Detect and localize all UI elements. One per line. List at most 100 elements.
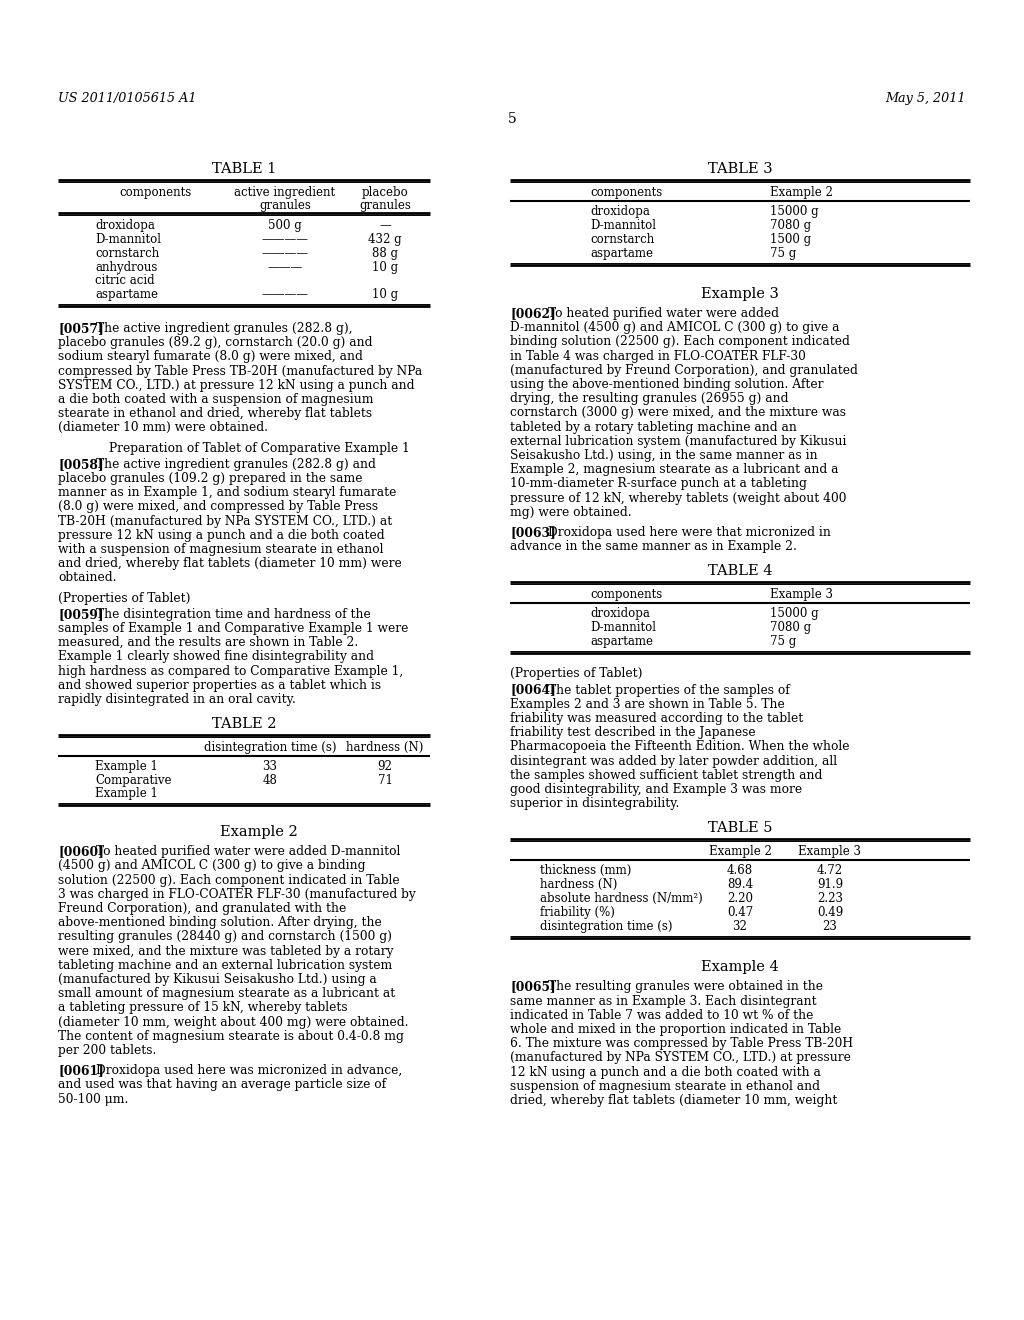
- Text: friability test described in the Japanese: friability test described in the Japanes…: [510, 726, 756, 739]
- Text: The tablet properties of the samples of: The tablet properties of the samples of: [548, 684, 794, 697]
- Text: 4.72: 4.72: [817, 865, 843, 878]
- Text: absolute hardness (N/mm²): absolute hardness (N/mm²): [540, 892, 702, 906]
- Text: granules: granules: [359, 199, 411, 213]
- Text: components: components: [590, 589, 663, 602]
- Text: 7080 g: 7080 g: [770, 219, 811, 232]
- Text: Examples 2 and 3 are shown in Table 5. The: Examples 2 and 3 are shown in Table 5. T…: [510, 698, 784, 710]
- Text: thickness (mm): thickness (mm): [540, 865, 632, 878]
- Text: The resulting granules were obtained in the: The resulting granules were obtained in …: [548, 981, 826, 994]
- Text: disintegration time (s): disintegration time (s): [540, 920, 673, 933]
- Text: cornstarch: cornstarch: [590, 234, 654, 246]
- Text: Seisakusho Ltd.) using, in the same manner as in: Seisakusho Ltd.) using, in the same mann…: [510, 449, 817, 462]
- Text: hardness (N): hardness (N): [540, 878, 617, 891]
- Text: 75 g: 75 g: [770, 247, 797, 260]
- Text: aspartame: aspartame: [590, 635, 653, 648]
- Text: 12 kN using a punch and a die both coated with a: 12 kN using a punch and a die both coate…: [510, 1065, 821, 1078]
- Text: Droxidopa used here were that micronized in: Droxidopa used here were that micronized…: [548, 525, 835, 539]
- Text: mg) were obtained.: mg) were obtained.: [510, 506, 632, 519]
- Text: droxidopa: droxidopa: [590, 205, 650, 218]
- Text: Example 1: Example 1: [95, 787, 158, 800]
- Text: droxidopa: droxidopa: [590, 607, 650, 620]
- Text: TABLE 4: TABLE 4: [708, 565, 772, 578]
- Text: binding solution (22500 g). Each component indicated: binding solution (22500 g). Each compone…: [510, 335, 850, 348]
- Text: SYSTEM CO., LTD.) at pressure 12 kN using a punch and: SYSTEM CO., LTD.) at pressure 12 kN usin…: [58, 379, 415, 392]
- Text: D-mannitol: D-mannitol: [590, 219, 656, 232]
- Text: were mixed, and the mixture was tableted by a rotary: were mixed, and the mixture was tableted…: [58, 945, 393, 957]
- Text: (8.0 g) were mixed, and compressed by Table Press: (8.0 g) were mixed, and compressed by Ta…: [58, 500, 378, 513]
- Text: (manufactured by NPa SYSTEM CO., LTD.) at pressure: (manufactured by NPa SYSTEM CO., LTD.) a…: [510, 1052, 851, 1064]
- Text: [0064]: [0064]: [510, 684, 556, 697]
- Text: obtained.: obtained.: [58, 572, 117, 585]
- Text: cornstarch: cornstarch: [95, 247, 160, 260]
- Text: and dried, whereby flat tablets (diameter 10 mm) were: and dried, whereby flat tablets (diamete…: [58, 557, 401, 570]
- Text: dried, whereby flat tablets (diameter 10 mm, weight: dried, whereby flat tablets (diameter 10…: [510, 1094, 838, 1107]
- Text: 91.9: 91.9: [817, 878, 843, 891]
- Text: Pharmacopoeia the Fifteenth Edition. When the whole: Pharmacopoeia the Fifteenth Edition. Whe…: [510, 741, 850, 754]
- Text: active ingredient: active ingredient: [234, 186, 336, 199]
- Text: 10-mm-diameter R-surface punch at a tableting: 10-mm-diameter R-surface punch at a tabl…: [510, 478, 807, 491]
- Text: 92: 92: [378, 760, 392, 774]
- Text: 15000 g: 15000 g: [770, 607, 818, 620]
- Text: 10 g: 10 g: [372, 288, 398, 301]
- Text: TB-20H (manufactured by NPa SYSTEM CO., LTD.) at: TB-20H (manufactured by NPa SYSTEM CO., …: [58, 515, 392, 528]
- Text: 0.47: 0.47: [727, 907, 753, 920]
- Text: Example 3: Example 3: [701, 286, 779, 301]
- Text: components: components: [119, 186, 191, 199]
- Text: pressure 12 kN using a punch and a die both coated: pressure 12 kN using a punch and a die b…: [58, 529, 385, 541]
- Text: [0057]: [0057]: [58, 322, 103, 335]
- Text: tableted by a rotary tableting machine and an: tableted by a rotary tableting machine a…: [510, 421, 797, 433]
- Text: Example 3: Example 3: [799, 845, 861, 858]
- Text: using the above-mentioned binding solution. After: using the above-mentioned binding soluti…: [510, 378, 823, 391]
- Text: D-mannitol: D-mannitol: [590, 622, 656, 635]
- Text: solution (22500 g). Each component indicated in Table: solution (22500 g). Each component indic…: [58, 874, 399, 887]
- Text: samples of Example 1 and Comparative Example 1 were: samples of Example 1 and Comparative Exa…: [58, 622, 409, 635]
- Text: Example 2: Example 2: [770, 186, 833, 199]
- Text: and showed superior properties as a tablet which is: and showed superior properties as a tabl…: [58, 678, 381, 692]
- Text: in Table 4 was charged in FLO-COATER FLF-30: in Table 4 was charged in FLO-COATER FLF…: [510, 350, 806, 363]
- Text: and used was that having an average particle size of: and used was that having an average part…: [58, 1078, 386, 1092]
- Text: pressure of 12 kN, whereby tablets (weight about 400: pressure of 12 kN, whereby tablets (weig…: [510, 491, 847, 504]
- Text: indicated in Table 7 was added to 10 wt % of the: indicated in Table 7 was added to 10 wt …: [510, 1008, 813, 1022]
- Text: US 2011/0105615 A1: US 2011/0105615 A1: [58, 92, 197, 106]
- Text: placebo granules (109.2 g) prepared in the same: placebo granules (109.2 g) prepared in t…: [58, 473, 362, 484]
- Text: ———: ———: [267, 261, 303, 275]
- Text: granules: granules: [259, 199, 311, 213]
- Text: placebo: placebo: [361, 186, 409, 199]
- Text: high hardness as compared to Comparative Example 1,: high hardness as compared to Comparative…: [58, 664, 403, 677]
- Text: Example 2: Example 2: [709, 845, 771, 858]
- Text: a die both coated with a suspension of magnesium: a die both coated with a suspension of m…: [58, 393, 374, 407]
- Text: whole and mixed in the proportion indicated in Table: whole and mixed in the proportion indica…: [510, 1023, 842, 1036]
- Text: 50-100 μm.: 50-100 μm.: [58, 1093, 128, 1106]
- Text: 432 g: 432 g: [369, 234, 401, 246]
- Text: TABLE 3: TABLE 3: [708, 162, 772, 176]
- Text: friability (%): friability (%): [540, 907, 614, 920]
- Text: advance in the same manner as in Example 2.: advance in the same manner as in Example…: [510, 540, 797, 553]
- Text: The disintegration time and hardness of the: The disintegration time and hardness of …: [96, 607, 375, 620]
- Text: Preparation of Tablet of Comparative Example 1: Preparation of Tablet of Comparative Exa…: [109, 442, 410, 454]
- Text: Example 2, magnesium stearate as a lubricant and a: Example 2, magnesium stearate as a lubri…: [510, 463, 839, 477]
- Text: 7080 g: 7080 g: [770, 622, 811, 635]
- Text: 89.4: 89.4: [727, 878, 753, 891]
- Text: 6. The mixture was compressed by Table Press TB-20H: 6. The mixture was compressed by Table P…: [510, 1038, 853, 1051]
- Text: 1500 g: 1500 g: [770, 234, 811, 246]
- Text: small amount of magnesium stearate as a lubricant at: small amount of magnesium stearate as a …: [58, 987, 395, 1001]
- Text: 88 g: 88 g: [372, 247, 398, 260]
- Text: aspartame: aspartame: [590, 247, 653, 260]
- Text: (manufactured by Kikusui Seisakusho Ltd.) using a: (manufactured by Kikusui Seisakusho Ltd.…: [58, 973, 377, 986]
- Text: ————: ————: [261, 234, 308, 246]
- Text: [0062]: [0062]: [510, 308, 556, 319]
- Text: friability was measured according to the tablet: friability was measured according to the…: [510, 711, 803, 725]
- Text: tableting machine and an external lubrication system: tableting machine and an external lubric…: [58, 958, 392, 972]
- Text: 500 g: 500 g: [268, 219, 302, 232]
- Text: 33: 33: [262, 760, 278, 774]
- Text: 15000 g: 15000 g: [770, 205, 818, 218]
- Text: D-mannitol (4500 g) and AMICOL C (300 g) to give a: D-mannitol (4500 g) and AMICOL C (300 g)…: [510, 321, 840, 334]
- Text: Example 3: Example 3: [770, 589, 833, 602]
- Text: (4500 g) and AMICOL C (300 g) to give a binding: (4500 g) and AMICOL C (300 g) to give a …: [58, 859, 366, 873]
- Text: Example 1 clearly showed fine disintegrability and: Example 1 clearly showed fine disintegra…: [58, 651, 374, 664]
- Text: the samples showed sufficient tablet strength and: the samples showed sufficient tablet str…: [510, 768, 822, 781]
- Text: (Properties of Tablet): (Properties of Tablet): [58, 591, 190, 605]
- Text: drying, the resulting granules (26955 g) and: drying, the resulting granules (26955 g)…: [510, 392, 788, 405]
- Text: 71: 71: [378, 775, 392, 787]
- Text: Freund Corporation), and granulated with the: Freund Corporation), and granulated with…: [58, 902, 346, 915]
